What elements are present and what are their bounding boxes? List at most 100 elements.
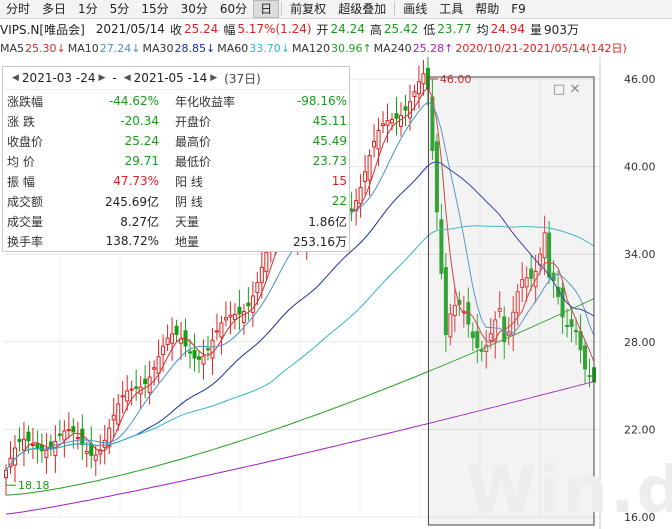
maximize-icon[interactable]: □ [553, 82, 566, 97]
avg-label: 均 [476, 22, 489, 37]
candle-up [161, 345, 166, 356]
candle-down [39, 444, 44, 452]
toolbar-item[interactable]: 画线 [403, 2, 428, 16]
candle-down [26, 431, 31, 442]
wind-watermark: Win.d [466, 454, 672, 528]
stat-label: 涨 跌 [7, 114, 35, 129]
candle-down [565, 324, 570, 328]
toolbar-item[interactable]: 15分 [141, 2, 169, 16]
candle-up [358, 187, 363, 204]
candle-up [259, 266, 264, 283]
candle-up [520, 279, 525, 288]
candle-down [560, 287, 565, 318]
stat-label: 阴 线 [175, 194, 203, 209]
candle-down [403, 106, 408, 111]
y-tick-label: 40.00 [624, 161, 656, 174]
interval-header: ◀ 2021-03 -24 ▶ - ◀ 2021-05 -14 ▶ (37日) [3, 67, 349, 90]
stat-label: 振 幅 [7, 174, 35, 189]
selection-controls[interactable]: □ ✕ [553, 82, 580, 97]
candle-up [421, 73, 426, 85]
candle-up [120, 395, 125, 398]
ma60-label: MA60 [217, 41, 249, 55]
candle-up [407, 101, 412, 119]
candle-down [35, 443, 40, 449]
close-label: 收 [169, 22, 182, 37]
candle-up [201, 355, 206, 365]
stat-value: 22 [331, 194, 347, 208]
candle-down [569, 319, 574, 327]
candle-down [349, 208, 354, 211]
candle-up [4, 469, 8, 479]
candle-up [390, 118, 395, 124]
y-tick-label: 16.00 [624, 511, 656, 524]
next-end-icon[interactable]: ▶ [210, 73, 218, 83]
quote-info-row: VIPS.N[唯品会] 2021/05/14 收 25.24 幅 5.17%(1.2… [0, 19, 672, 39]
low-label: 低 [423, 22, 436, 37]
candle-up [116, 403, 121, 425]
candle-up [385, 120, 390, 126]
prev-end-icon[interactable]: ◀ [123, 73, 131, 83]
stat-label: 地量 [175, 234, 200, 249]
candle-up [165, 337, 170, 345]
candle-up [264, 251, 269, 272]
candle-up [363, 171, 368, 182]
next-start-icon[interactable]: ▶ [98, 73, 106, 83]
kline-chart[interactable]: 46.00 40.00 34.00 28.00 22.00 16.00 46.00 18.18 [0, 57, 672, 529]
candle-down [188, 351, 193, 354]
stat-label: 阳 线 [175, 174, 203, 189]
stat-label: 收盘价 [7, 134, 44, 149]
candle-down [143, 378, 148, 385]
candle-down [205, 348, 210, 351]
candle-up [170, 333, 175, 344]
toolbar-item[interactable]: 30分 [180, 2, 208, 16]
candle-down [529, 268, 534, 279]
stat-value: 45.49 [312, 134, 347, 148]
candle-up [179, 338, 184, 344]
candle-down [17, 439, 22, 442]
open-label: 开 [316, 22, 329, 37]
toolbar-item[interactable]: 60分 [219, 2, 248, 16]
ma-legend-row: MA5 25.30↓ MA10 27.24↓ MA30 28.85↓ MA60 33.7… [0, 39, 672, 57]
toolbar-item[interactable]: 多日 [42, 2, 67, 16]
toolbar-item[interactable]: 帮助 [475, 2, 500, 16]
ma240-value: 25.28↑ [412, 41, 454, 55]
prev-start-icon[interactable]: ◀ [12, 73, 19, 83]
stock-code-name: VIPS.N[唯品会] [0, 22, 85, 37]
toolbar-item[interactable]: 分时 [6, 2, 31, 16]
toolbar-item[interactable]: 1分 [78, 2, 98, 16]
stat-value: -98.16% [296, 94, 347, 108]
candle-down [57, 433, 62, 436]
candle-up [412, 91, 417, 97]
toolbar-item[interactable]: 5分 [109, 2, 130, 16]
stat-label: 最低价 [175, 154, 212, 169]
max-price-label: 46.00 [440, 73, 472, 86]
ma5-label: MA5 [0, 41, 25, 55]
stat-label: 天量 [175, 214, 200, 229]
candle-down [192, 349, 197, 359]
toolbar-item[interactable]: 工具 [439, 2, 464, 16]
toolbar-item[interactable]: 前复权 [290, 2, 327, 16]
candle-up [497, 308, 502, 312]
stat-value: -20.34 [120, 114, 159, 128]
candle-up [250, 295, 255, 313]
toolbar-item[interactable]: 超级叠加 [338, 2, 387, 16]
toolbar-item[interactable]: F9 [511, 2, 526, 16]
candle-up [416, 81, 421, 95]
candle-down [475, 331, 480, 349]
candle-up [98, 449, 103, 455]
ma240-line [5, 381, 595, 515]
period-toolbar: 分时 多日 1分 5分 15分 30分 60分日前复权 超级叠加 画线 工具 帮助 F9 [0, 0, 672, 19]
interval-stats-panel: ◀ 2021-03 -24 ▶ - ◀ 2021-05 -14 ▶ (37日) … [2, 66, 350, 252]
candle-up [102, 439, 107, 448]
change-value: 5.17%(1.24) [237, 22, 312, 36]
candle-up [75, 436, 80, 439]
min-price-label: 18.18 [18, 479, 50, 492]
candle-up [62, 430, 67, 441]
candle-up [21, 438, 26, 451]
candle-up [367, 155, 372, 181]
candle-up [493, 319, 498, 342]
candle-up [152, 367, 157, 370]
toolbar-item[interactable]: 日 [253, 0, 280, 18]
candle-down [583, 345, 588, 370]
close-icon[interactable]: ✕ [569, 82, 581, 97]
